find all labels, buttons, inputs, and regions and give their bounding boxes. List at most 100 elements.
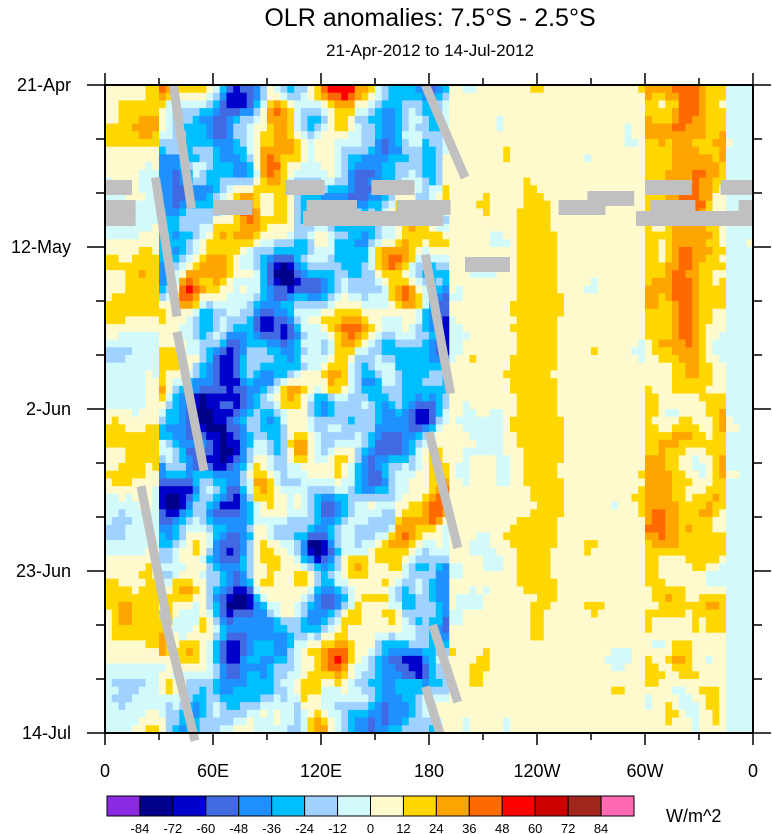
heatmap-cell <box>483 169 491 179</box>
heatmap-cell <box>361 339 369 348</box>
heatmap-cell <box>692 455 700 464</box>
heatmap-cell <box>456 108 464 117</box>
heatmap-cell <box>469 478 477 487</box>
heatmap-cell <box>503 247 511 256</box>
heatmap-cell <box>712 463 720 472</box>
heatmap-cell <box>273 362 282 372</box>
heatmap-cell <box>604 401 612 410</box>
heatmap-cell <box>631 478 639 487</box>
heatmap-cell <box>260 378 268 387</box>
heatmap-cell <box>253 439 261 449</box>
heatmap-cell <box>415 277 423 287</box>
heatmap-cell <box>402 193 410 202</box>
heatmap-cell <box>307 324 315 333</box>
heatmap-cell <box>395 123 403 132</box>
heatmap-cell <box>739 370 747 379</box>
heatmap-cell <box>543 470 552 480</box>
heatmap-cell <box>354 277 363 287</box>
heatmap-cell <box>388 247 396 256</box>
heatmap-cell <box>253 293 261 302</box>
heatmap-cell <box>577 324 585 333</box>
heatmap-cell <box>739 463 747 472</box>
heatmap-cell <box>550 416 558 426</box>
heatmap-cell <box>280 85 288 94</box>
heatmap-cell <box>543 378 552 387</box>
heatmap-cell <box>570 223 579 233</box>
heatmap-cell <box>597 146 606 156</box>
heatmap-cell <box>118 370 126 379</box>
heatmap-cell <box>442 308 450 318</box>
heatmap-cell <box>543 193 552 202</box>
heatmap-cell <box>179 393 187 402</box>
heatmap-cell <box>226 455 234 464</box>
heatmap-cell <box>705 131 714 140</box>
heatmap-cell <box>206 416 214 426</box>
heatmap-cell <box>125 316 133 325</box>
heatmap-cell <box>388 293 396 302</box>
heatmap-cell <box>348 401 356 410</box>
heatmap-cell <box>712 432 720 441</box>
heatmap-cell <box>341 455 349 464</box>
heatmap-cell <box>422 470 430 480</box>
heatmap-cell <box>597 409 606 418</box>
heatmap-cell <box>685 324 693 333</box>
heatmap-cell <box>132 385 140 395</box>
heatmap-cell <box>395 324 403 333</box>
heatmap-cell <box>327 331 336 341</box>
heatmap-cell <box>483 331 491 341</box>
heatmap-cell <box>118 223 126 233</box>
heatmap-cell <box>503 455 511 464</box>
heatmap-cell <box>496 177 504 186</box>
heatmap-cell <box>456 146 464 156</box>
heatmap-cell <box>503 100 511 109</box>
heatmap-cell <box>186 424 194 433</box>
heatmap-cell <box>597 154 606 163</box>
heatmap-cell <box>361 370 369 379</box>
heatmap-cell <box>226 85 234 94</box>
heatmap-cell <box>165 185 174 194</box>
heatmap-cell <box>462 270 471 279</box>
heatmap-cell <box>631 308 639 318</box>
heatmap-cell <box>557 370 565 379</box>
heatmap-cell <box>631 301 639 310</box>
heatmap-cell <box>354 100 363 109</box>
heatmap-cell <box>260 108 268 117</box>
heatmap-cell <box>165 123 174 132</box>
heatmap-cell <box>530 347 538 356</box>
heatmap-cell <box>118 401 126 410</box>
heatmap-cell <box>118 293 126 302</box>
heatmap-cell <box>402 424 410 433</box>
heatmap-cell <box>658 223 666 233</box>
heatmap-cell <box>543 146 552 156</box>
heatmap-cell <box>564 193 572 202</box>
heatmap-cell <box>402 231 410 240</box>
heatmap-cell <box>246 185 255 194</box>
heatmap-cell <box>462 455 471 464</box>
heatmap-cell <box>105 378 113 387</box>
heatmap-cell <box>489 424 498 433</box>
heatmap-cell <box>672 277 680 287</box>
heatmap-cell <box>307 262 315 271</box>
heatmap-cell <box>152 223 160 233</box>
heatmap-cell <box>645 324 653 333</box>
heatmap-cell <box>402 277 410 287</box>
heatmap-cell <box>658 378 666 387</box>
heatmap-cell <box>604 254 612 264</box>
heatmap-cell <box>550 385 558 395</box>
heatmap-cell <box>213 301 221 310</box>
heatmap-cell <box>678 239 687 248</box>
heatmap-cell <box>685 123 693 132</box>
heatmap-cell <box>422 131 430 140</box>
heatmap-cell <box>435 247 444 256</box>
heatmap-cell <box>523 416 531 426</box>
heatmap-cell <box>645 424 653 433</box>
heatmap-cell <box>226 331 234 341</box>
heatmap-cell <box>503 208 511 217</box>
heatmap-cell <box>287 401 295 410</box>
heatmap-cell <box>530 324 538 333</box>
heatmap-cell <box>685 193 693 202</box>
heatmap-cell <box>361 200 369 210</box>
heatmap-cell <box>408 154 417 163</box>
heatmap-cell <box>172 262 180 271</box>
heatmap-cell <box>503 139 511 148</box>
